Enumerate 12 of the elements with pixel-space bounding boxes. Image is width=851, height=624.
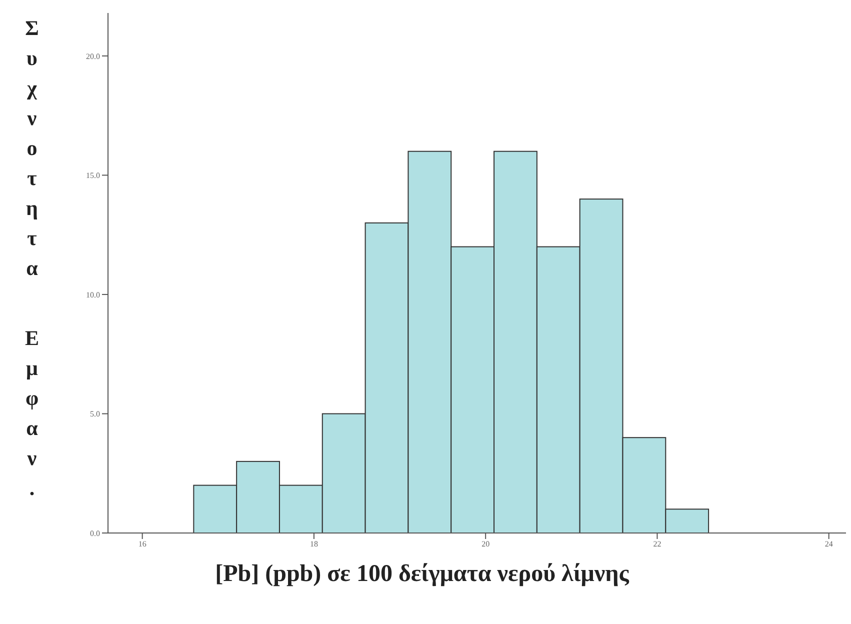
y-tick-label: 20.0 [86, 52, 100, 61]
x-tick-label: 16 [138, 540, 146, 549]
y-tick-label: 15.0 [86, 171, 100, 180]
x-axis-title: [Pb] (ppb) σε 100 δείγματα νερού λίμνης [215, 561, 630, 587]
text: Συχνοτητα Εμφαν. [24, 16, 39, 500]
y-tick-label: 5.0 [90, 410, 100, 419]
y-tick-label: 0.0 [90, 528, 100, 538]
x-tick-label: 24 [824, 540, 833, 549]
x-tick-label: 20 [482, 540, 490, 549]
x-tick-label: 22 [653, 540, 662, 549]
y-tick-label: 10.0 [86, 290, 100, 300]
x-tick-label: 18 [310, 540, 318, 549]
